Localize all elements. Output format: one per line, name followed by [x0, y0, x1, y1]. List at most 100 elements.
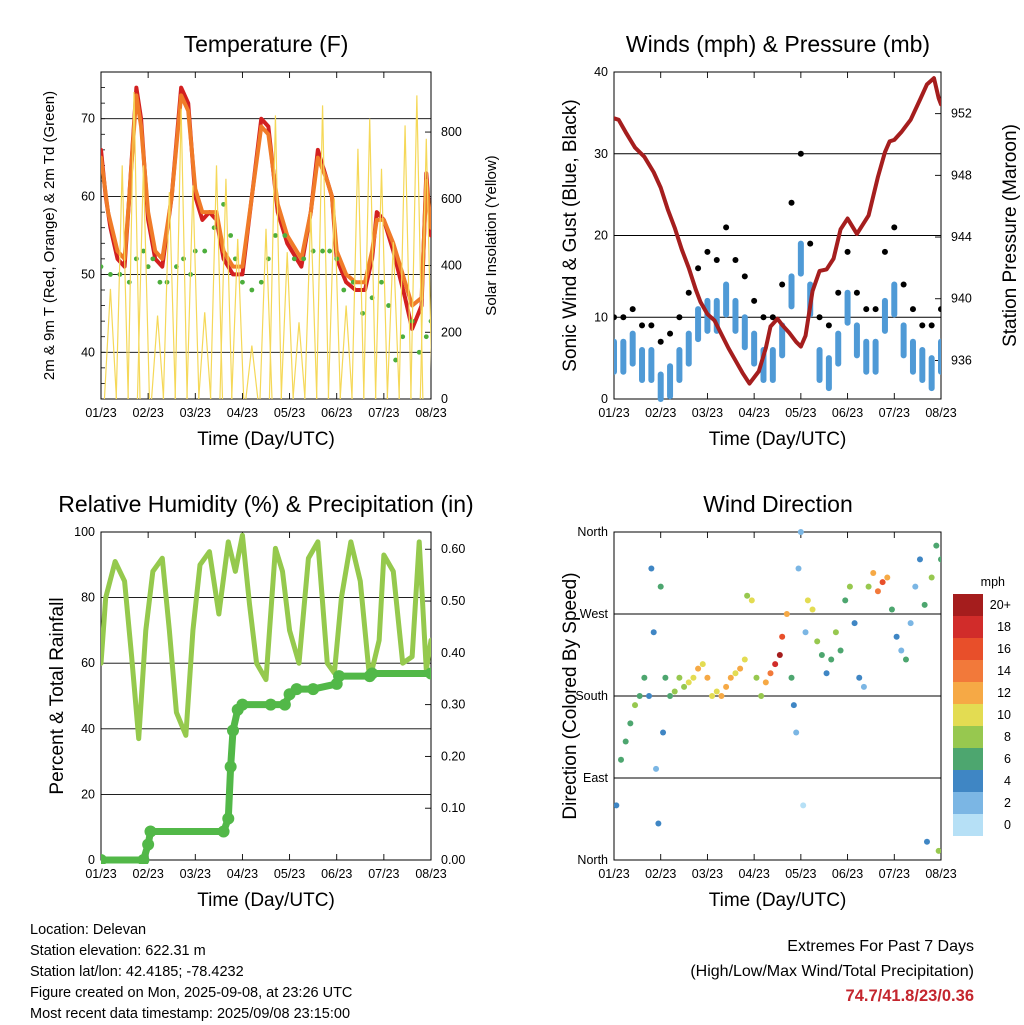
insolation-spike: [136, 165, 151, 400]
y2-tick-label: 948: [951, 168, 972, 182]
y-tick-label: 30: [594, 147, 608, 161]
direction-point: [627, 720, 634, 727]
data-point: [779, 281, 786, 288]
insolation-spike: [209, 165, 224, 400]
data-point: [881, 248, 888, 255]
y-tick-label: 60: [81, 656, 95, 670]
y2-tick-label: 0.00: [441, 853, 465, 867]
direction-point: [783, 611, 790, 617]
direction-point: [758, 693, 765, 699]
direction-point: [928, 574, 935, 581]
y-tick-label: 0: [601, 392, 608, 406]
rainfall-point: [236, 698, 249, 711]
legend-swatch: [953, 726, 983, 748]
data-point: [614, 314, 617, 321]
direction-point: [874, 588, 881, 595]
legend-title: mph: [981, 575, 1005, 589]
extremes-subtitle: (High/Low/Max Wind/Total Precipitation): [690, 963, 974, 980]
station-latlon: Station lat/lon: 42.4185; -78.4232: [30, 964, 244, 980]
insolation-spike: [351, 148, 365, 400]
x-tick-label: 05/23: [785, 406, 816, 420]
insolation-spike: [398, 125, 412, 400]
x-tick-label: 07/23: [879, 406, 910, 420]
data-point: [723, 224, 730, 231]
series-solar-insolation: [103, 92, 431, 400]
direction-point: [748, 597, 755, 604]
y2-tick-label: 952: [951, 107, 972, 121]
data-point: [872, 306, 879, 313]
direction-point: [762, 679, 769, 686]
direction-point: [622, 738, 629, 745]
legend-swatch: [953, 594, 983, 616]
direction-point: [860, 683, 867, 690]
data-point: [126, 279, 132, 285]
y-axis-label: Sonic Wind & Gust (Blue, Black): [560, 99, 581, 371]
direction-point: [912, 583, 919, 590]
legend-swatch: [953, 704, 983, 726]
direction-point: [732, 670, 739, 677]
rainfall-point: [227, 724, 239, 737]
legend-label: 16: [997, 642, 1011, 656]
insolation-spike: [245, 345, 259, 400]
rainfall-point: [425, 667, 431, 680]
direction-point: [744, 592, 751, 599]
insolation-spike: [410, 95, 424, 400]
x-tick-label: 08/23: [415, 867, 446, 881]
direction-point: [916, 556, 923, 563]
x-tick-label: 03/23: [180, 867, 211, 881]
insolation-spike: [219, 178, 233, 400]
data-point: [181, 256, 186, 262]
series-gust: [614, 150, 941, 345]
data-point: [760, 314, 767, 321]
direction-point: [713, 688, 720, 695]
direction-point: [690, 674, 697, 681]
y-tick-label: 0: [88, 853, 95, 867]
insolation-spike: [127, 92, 141, 400]
direction-point: [655, 820, 662, 827]
data-point: [400, 334, 406, 340]
legend-label: 4: [1004, 774, 1011, 788]
series-line: [101, 532, 431, 742]
data-point: [919, 322, 926, 329]
data-point: [685, 289, 692, 296]
insolation-spike: [363, 118, 377, 400]
x-tick-label: 03/23: [692, 406, 723, 420]
x-axis-label: Time (Day/UTC): [197, 890, 335, 911]
direction-point: [632, 702, 639, 709]
legend-label: 8: [1004, 730, 1011, 744]
direction-point: [832, 629, 839, 636]
direction-point: [846, 583, 853, 590]
insolation-spike: [115, 165, 129, 400]
data-point: [816, 314, 823, 321]
direction-point: [923, 838, 930, 845]
data-point: [788, 199, 795, 206]
data-point: [741, 273, 748, 280]
y2-tick-label: 0.40: [441, 646, 465, 660]
y-tick-label: North: [577, 525, 608, 539]
chart-title: Relative Humidity (%) & Precipitation (i…: [58, 491, 473, 517]
direction-point: [685, 679, 692, 686]
rainfall-point: [101, 854, 107, 864]
data-point: [393, 357, 399, 363]
direction-point: [800, 802, 807, 809]
x-axis-label: Time (Day/UTC): [709, 890, 847, 911]
legend-label: 0: [1004, 818, 1011, 832]
data-point: [211, 225, 217, 231]
direction-point: [636, 693, 643, 699]
x-tick-label: 04/23: [739, 867, 770, 881]
direction-point: [921, 601, 928, 608]
y2-tick-label: 800: [441, 125, 462, 139]
x-tick-label: 05/23: [274, 406, 305, 420]
data-point: [769, 314, 776, 321]
y2-axis-label: Solar Insolation (Yellow): [483, 155, 500, 315]
data-point: [379, 279, 384, 285]
data-point: [108, 272, 113, 277]
data-point: [695, 265, 702, 272]
series-total-rainfall: [101, 667, 431, 864]
direction-point: [818, 652, 825, 658]
station-info: Location: Delevan Station elevation: 622…: [30, 920, 352, 1025]
series-relative-humidity: [101, 532, 431, 742]
data-point: [273, 233, 278, 238]
y2-tick-label: 0.20: [441, 749, 465, 763]
